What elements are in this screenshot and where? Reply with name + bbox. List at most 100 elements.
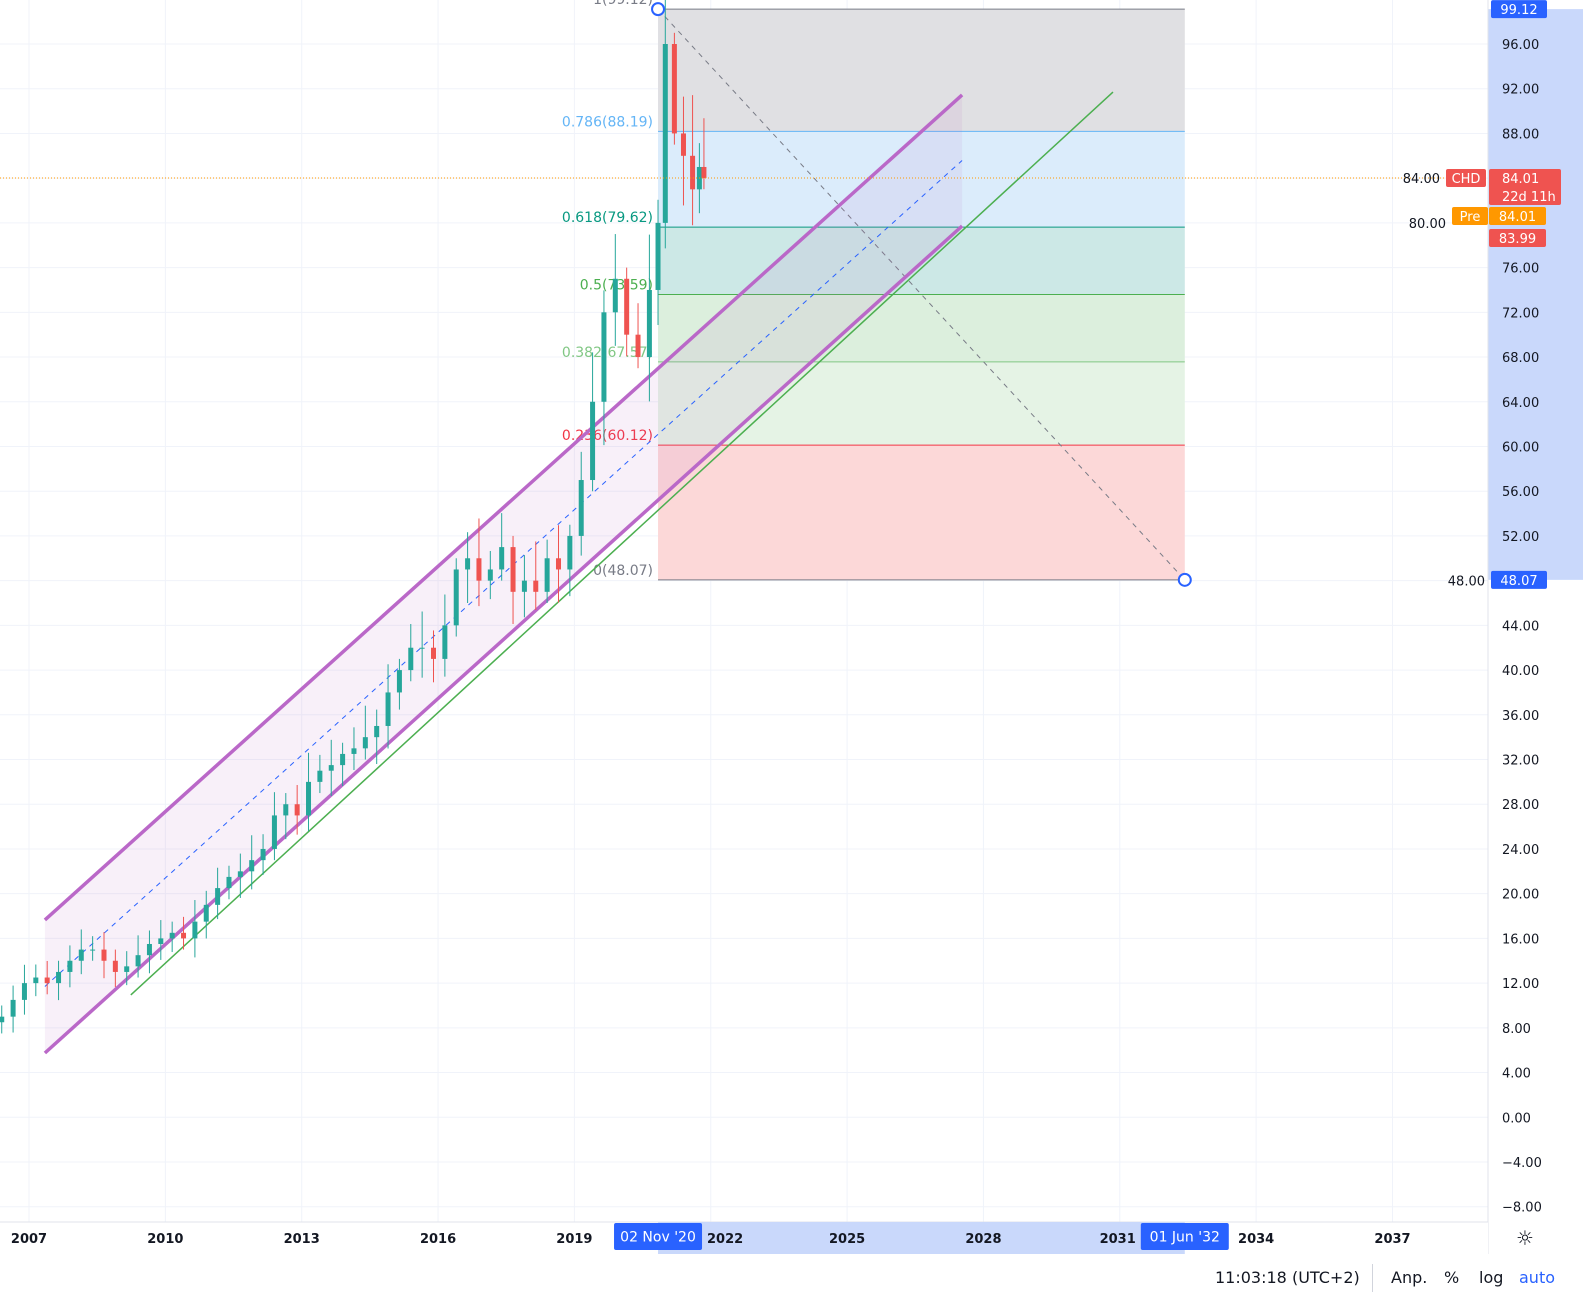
pre-market-tag: Pre bbox=[1460, 210, 1481, 225]
fib-anchor-handle bbox=[651, 2, 666, 17]
candle-body bbox=[135, 955, 141, 967]
candle-body bbox=[624, 278, 630, 335]
candle-body bbox=[690, 155, 696, 190]
candle-body bbox=[0, 1016, 5, 1023]
candle-body bbox=[192, 921, 198, 939]
time-tick-label: 2007 bbox=[11, 1232, 47, 1247]
time-tick-label: 2028 bbox=[965, 1232, 1001, 1247]
candle-body bbox=[351, 748, 357, 754]
candle-body bbox=[203, 904, 209, 922]
fib-level-label: 0.786(88.19) bbox=[562, 114, 653, 130]
candle-body bbox=[544, 558, 550, 592]
fib-zone bbox=[658, 445, 1185, 580]
percent-scale-button[interactable]: % bbox=[1444, 1268, 1460, 1287]
price-tick-label: 68.00 bbox=[1502, 351, 1539, 366]
price-tick-label: 60.00 bbox=[1502, 440, 1539, 455]
time-tick-label: 2010 bbox=[147, 1232, 183, 1247]
auto-scale-button[interactable]: auto bbox=[1519, 1268, 1556, 1287]
candle-body bbox=[419, 647, 425, 649]
fib-level-label: 0.382(67.57) bbox=[562, 345, 653, 361]
candle-body bbox=[655, 222, 661, 290]
adjust-button[interactable]: Anp. bbox=[1391, 1268, 1428, 1287]
candle-body bbox=[590, 401, 596, 481]
time-tick-label: 2019 bbox=[556, 1232, 592, 1247]
candle-body bbox=[56, 971, 62, 984]
price-tick-label: 4.00 bbox=[1502, 1067, 1531, 1082]
fib-start-price-label: 99.12 bbox=[1500, 3, 1537, 18]
fib-zone bbox=[658, 361, 1185, 446]
fib-start-price-label-bg bbox=[1491, 0, 1547, 19]
price-tick-label: 88.00 bbox=[1502, 127, 1539, 142]
log-scale-button[interactable]: log bbox=[1479, 1268, 1504, 1287]
candle-body bbox=[112, 960, 118, 972]
candle-body bbox=[260, 848, 266, 861]
candle-body bbox=[385, 692, 391, 726]
fib-end-date-label-bg bbox=[1140, 1223, 1229, 1250]
price-tick-label: 96.00 bbox=[1502, 38, 1539, 53]
fib-start-date-label-bg bbox=[614, 1223, 703, 1250]
settings-gear-icon[interactable]: ☼ bbox=[1516, 1226, 1534, 1250]
price-tick-label: 12.00 bbox=[1502, 977, 1539, 992]
bid-price-label: 83.99 bbox=[1499, 232, 1536, 247]
candle-body bbox=[521, 580, 527, 592]
price-tick-label: 36.00 bbox=[1502, 709, 1539, 724]
candle-body bbox=[44, 977, 50, 984]
candle-body bbox=[701, 166, 707, 179]
time-tick-label: 2034 bbox=[1238, 1232, 1274, 1247]
candle-body bbox=[362, 737, 368, 749]
candle-body bbox=[396, 670, 402, 693]
candle-body bbox=[510, 547, 516, 592]
candle-body bbox=[646, 289, 652, 358]
price-tick-label: 48.00 bbox=[1448, 575, 1485, 590]
price-tick-label: −8.00 bbox=[1502, 1201, 1542, 1216]
price-chart[interactable]: 1(99.12)0.786(88.19)0.618(79.62)0.5(73.5… bbox=[0, 0, 1583, 1256]
price-tick-label: −4.00 bbox=[1502, 1156, 1542, 1171]
status-divider bbox=[1372, 1264, 1373, 1292]
fib-level-label: 0.618(79.62) bbox=[562, 210, 653, 226]
price-axis-highlight bbox=[1488, 9, 1583, 580]
candle-body bbox=[671, 44, 677, 134]
candle-body bbox=[578, 480, 584, 536]
candle-body bbox=[226, 876, 232, 889]
price-tick-label: 56.00 bbox=[1502, 485, 1539, 500]
candle-body bbox=[635, 334, 641, 358]
price-tick-label: 64.00 bbox=[1502, 396, 1539, 411]
fib-start-date-label: 02 Nov '20 bbox=[620, 1230, 696, 1246]
candle-body bbox=[431, 647, 437, 659]
price-tick-label: 32.00 bbox=[1502, 754, 1539, 769]
price-tick-label: 44.00 bbox=[1502, 619, 1539, 634]
candle-body bbox=[21, 983, 27, 1000]
candle-body bbox=[533, 580, 539, 592]
price-tick-label: 24.00 bbox=[1502, 843, 1539, 858]
candle-body bbox=[237, 871, 243, 877]
candle-body bbox=[662, 44, 668, 223]
bid-price-label-bg bbox=[1489, 229, 1546, 248]
candle-body bbox=[567, 535, 573, 570]
candle-body bbox=[499, 547, 505, 570]
bar-countdown-label: 22d 11h bbox=[1502, 190, 1556, 205]
candle-body bbox=[271, 815, 277, 849]
time-axis-highlight bbox=[658, 1222, 1185, 1254]
candle-body bbox=[90, 949, 96, 951]
candle-body bbox=[476, 558, 482, 581]
candle-body bbox=[408, 647, 414, 671]
price-tick-label: 40.00 bbox=[1502, 664, 1539, 679]
candle-body bbox=[283, 804, 289, 816]
fib-zone bbox=[658, 131, 1185, 228]
candle-body bbox=[67, 960, 73, 972]
fib-zone bbox=[658, 294, 1185, 362]
candle-body bbox=[101, 949, 107, 961]
candle-body bbox=[124, 966, 130, 972]
candle-body bbox=[33, 977, 39, 984]
status-bar: 11:03:18 (UTC+2) Anp. % log auto bbox=[0, 1256, 1583, 1314]
candle-body bbox=[158, 938, 164, 944]
candle-body bbox=[10, 999, 16, 1017]
candle-body bbox=[442, 625, 448, 659]
fib-level-label: 0(48.07) bbox=[593, 563, 653, 579]
candle-body bbox=[453, 569, 459, 626]
time-tick-label: 2037 bbox=[1374, 1232, 1410, 1247]
channel-upper-line bbox=[43, 93, 964, 922]
candle-body bbox=[169, 932, 175, 939]
fib-zone bbox=[658, 9, 1185, 132]
